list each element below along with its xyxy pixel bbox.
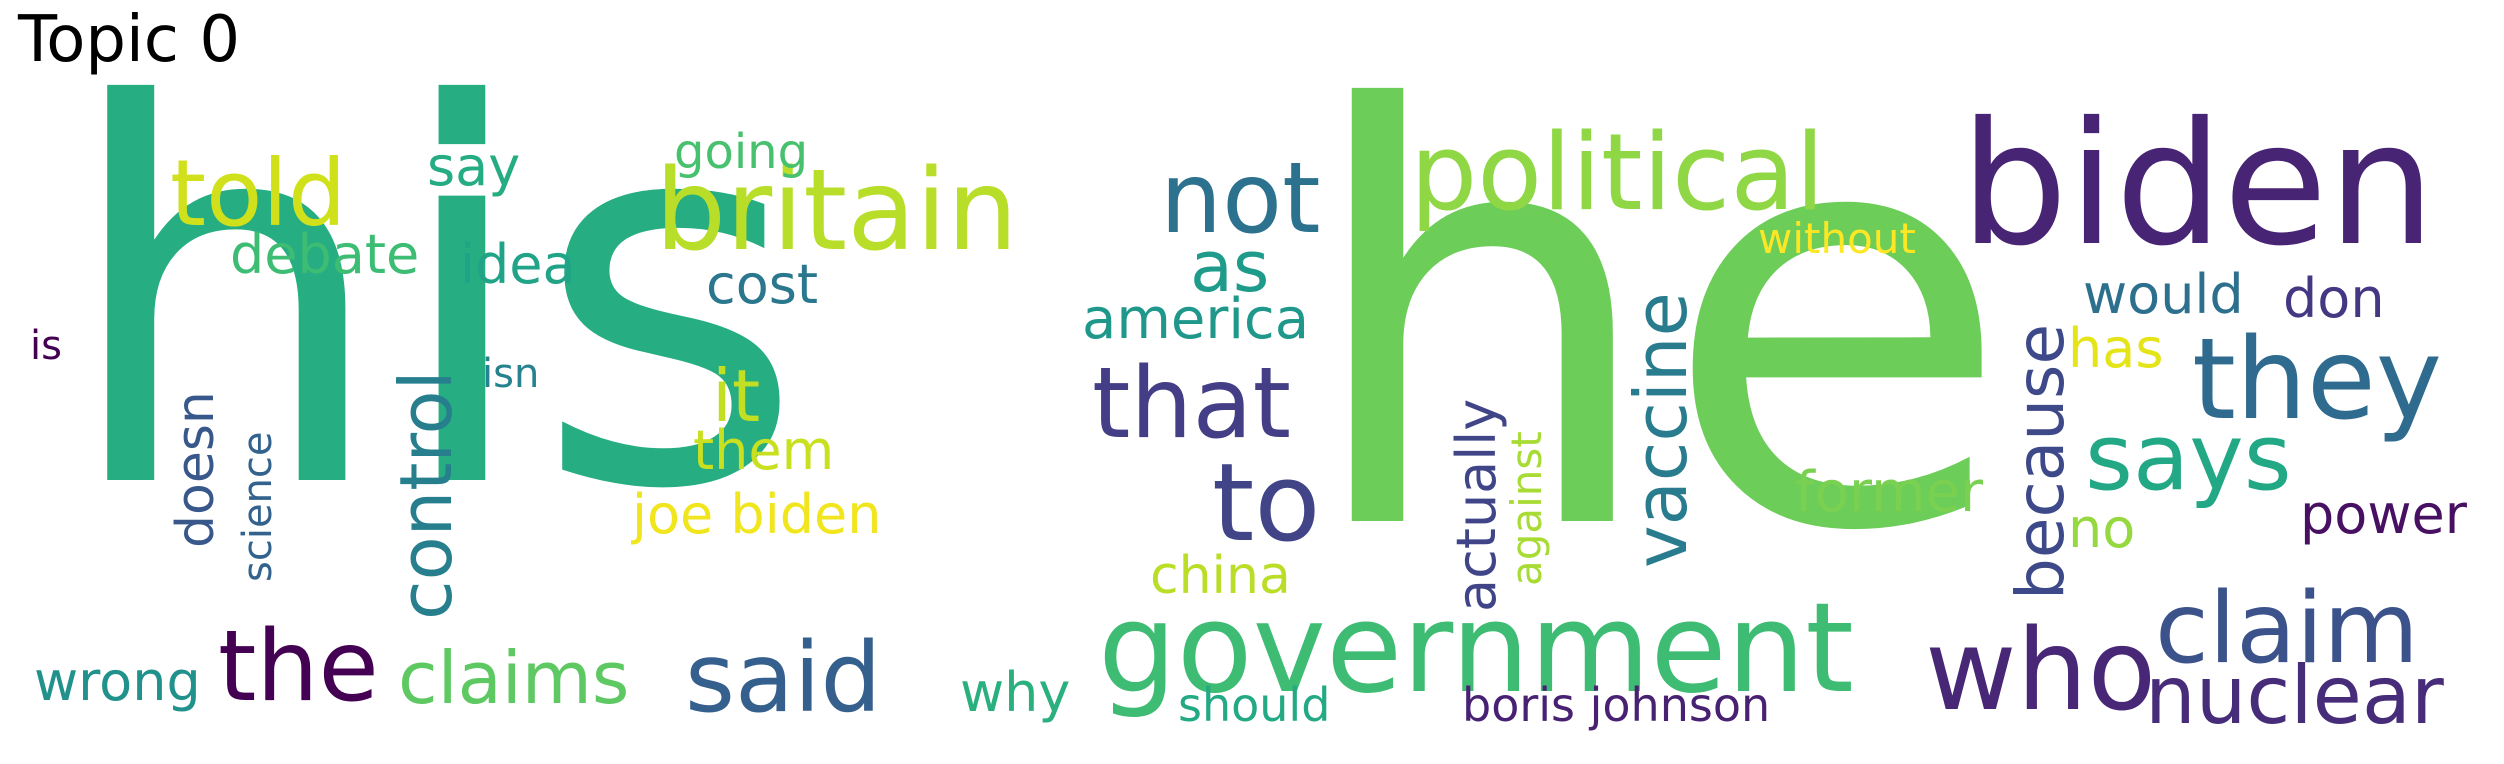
word-joe-biden: joe biden — [632, 483, 882, 546]
word-debate: debate — [230, 223, 420, 286]
word-to: to — [1212, 441, 1321, 566]
word-they: they — [2192, 315, 2443, 445]
word-going: going — [674, 124, 809, 180]
word-because: because — [2002, 323, 2079, 600]
word-against: against — [1502, 431, 1551, 586]
word-don: don — [2283, 267, 2385, 330]
word-told: told — [170, 140, 347, 247]
word-the: the — [218, 610, 379, 724]
word-is: is — [30, 323, 62, 369]
word-vaccine: vaccine — [1619, 292, 1703, 568]
word-has: has — [2068, 317, 2164, 380]
word-china: china — [1150, 546, 1291, 606]
word-nuclear: nuclear — [2145, 649, 2444, 742]
word-science: science — [235, 431, 281, 582]
word-control: control — [384, 370, 468, 620]
word-doesn: doesn — [166, 391, 226, 548]
chart-title: Topic 0 — [18, 3, 241, 77]
word-who: who — [1925, 606, 2157, 736]
word-he: he — [1300, 0, 2012, 656]
word-isn: isn — [482, 351, 540, 397]
word-power: power — [2300, 483, 2467, 546]
word-why: why — [960, 661, 1071, 724]
word-said: said — [685, 622, 882, 734]
word-as: as — [1190, 226, 1270, 308]
word-say: say — [427, 135, 521, 198]
word-not: not — [1160, 142, 1321, 256]
word-boris-johnson: boris johnson — [1462, 678, 1771, 732]
word-should: should — [1178, 678, 1331, 732]
word-would: would — [2083, 263, 2244, 326]
word-that: that — [1092, 347, 1292, 461]
word-actually: actually — [1445, 398, 1508, 612]
word-former: former — [1795, 460, 1984, 525]
word-without: without — [1758, 214, 1916, 263]
word-biden: biden — [1960, 86, 2436, 284]
word-government: government — [1098, 577, 1854, 721]
word-it: it — [712, 354, 761, 438]
word-idea: idea — [460, 233, 576, 296]
word-says: says — [2085, 404, 2292, 511]
word-wrong: wrong — [34, 650, 201, 713]
word-britain: britain — [655, 146, 1018, 276]
word-cost: cost — [706, 253, 819, 316]
word-them: them — [693, 419, 835, 482]
word-america: america — [1082, 287, 1310, 352]
word-no: no — [2068, 497, 2136, 560]
word-claims: claims — [398, 636, 630, 720]
word-claim: claim — [2155, 572, 2419, 686]
word-political: political — [1410, 111, 1825, 234]
word-his: his — [60, 0, 805, 603]
